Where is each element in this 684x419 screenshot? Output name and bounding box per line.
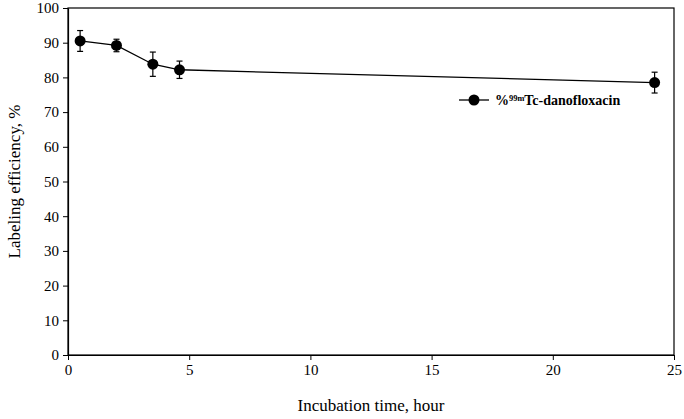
y-tick: 30 <box>44 243 68 259</box>
y-tick: 0 <box>52 347 69 363</box>
data-layer <box>75 31 660 93</box>
y-tick-label: 0 <box>52 347 60 363</box>
x-tick: 10 <box>303 355 318 378</box>
plot-frame <box>68 8 674 355</box>
x-axis-title: Incubation time, hour <box>298 396 445 415</box>
plot: 0 5 10 15 20 25 0 10 20 30 40 50 60 70 80 90 100 %⁹⁹ᵐTc-d… <box>37 0 683 377</box>
x-tick: 5 <box>186 355 194 378</box>
x-tick-label: 10 <box>303 362 318 378</box>
y-tick-label: 20 <box>44 278 59 294</box>
y-tick-mark <box>63 286 68 287</box>
x-tick-label: 20 <box>546 362 561 378</box>
y-tick-mark <box>63 77 68 78</box>
y-tick-mark <box>63 112 68 113</box>
x-tick-label: 15 <box>425 362 440 378</box>
error-cap <box>177 60 183 61</box>
y-tick: 40 <box>44 209 68 225</box>
x-tick-mark <box>432 355 433 360</box>
y-tick-mark <box>63 147 68 148</box>
legend-item: %⁹⁹ᵐTc-danofloxacin <box>459 93 620 108</box>
series-line <box>80 41 654 83</box>
x-tick-mark <box>674 355 675 360</box>
x-tick: 25 <box>667 355 682 378</box>
error-cap <box>652 72 658 73</box>
data-point <box>111 40 122 51</box>
data-point <box>649 77 660 88</box>
data-point <box>174 64 185 75</box>
y-tick-mark <box>63 182 68 183</box>
y-tick: 90 <box>44 35 68 51</box>
data-point <box>75 35 86 46</box>
x-tick-mark <box>189 355 190 360</box>
legend-marker <box>469 95 480 106</box>
y-axis-title: Labeling efficiency, % <box>5 105 24 259</box>
x-tick-label: 25 <box>667 362 682 378</box>
error-cap <box>113 51 119 52</box>
y-tick: 80 <box>44 70 68 86</box>
y-tick-label: 90 <box>44 35 59 51</box>
legend-label: %⁹⁹ᵐTc-danofloxacin <box>495 93 620 108</box>
x-tick-mark <box>553 355 554 360</box>
x-tick-mark <box>310 355 311 360</box>
y-tick-label: 60 <box>44 139 59 155</box>
y-tick: 70 <box>44 104 68 120</box>
error-cap <box>652 92 658 93</box>
y-axis: 0 10 20 30 40 50 60 70 80 90 100 <box>37 0 69 363</box>
chart: 0 5 10 15 20 25 0 10 20 30 40 50 60 70 80 90 100 %⁹⁹ᵐTc-d… <box>0 0 684 419</box>
x-tick: 15 <box>425 355 440 378</box>
y-tick-mark <box>63 251 68 252</box>
x-tick-mark <box>68 355 69 360</box>
y-tick-label: 100 <box>37 0 60 16</box>
y-tick-mark <box>63 320 68 321</box>
x-axis: 0 5 10 15 20 25 <box>65 355 682 378</box>
x-tick-label: 5 <box>186 362 194 378</box>
y-tick: 60 <box>44 139 68 155</box>
y-tick-label: 10 <box>44 313 59 329</box>
y-tick-mark <box>63 216 68 217</box>
error-cap <box>77 51 83 52</box>
error-cap <box>150 51 156 52</box>
legend: %⁹⁹ᵐTc-danofloxacin <box>459 93 620 108</box>
y-tick: 50 <box>44 174 68 190</box>
error-cap <box>113 39 119 40</box>
error-cap <box>150 76 156 77</box>
y-tick-label: 80 <box>44 70 59 86</box>
x-tick-label: 0 <box>65 362 73 378</box>
error-cap <box>177 78 183 79</box>
y-tick-label: 30 <box>44 243 59 259</box>
y-tick-label: 70 <box>44 104 59 120</box>
x-tick: 20 <box>546 355 561 378</box>
y-tick-label: 40 <box>44 209 59 225</box>
y-tick-label: 50 <box>44 174 59 190</box>
y-tick: 100 <box>37 0 69 16</box>
x-tick: 0 <box>65 355 73 378</box>
y-tick-mark <box>63 8 68 9</box>
y-tick: 10 <box>44 313 68 329</box>
y-tick: 20 <box>44 278 68 294</box>
error-cap <box>77 30 83 31</box>
y-tick-mark <box>63 43 68 44</box>
y-tick-mark <box>63 355 68 356</box>
data-point <box>147 59 158 70</box>
